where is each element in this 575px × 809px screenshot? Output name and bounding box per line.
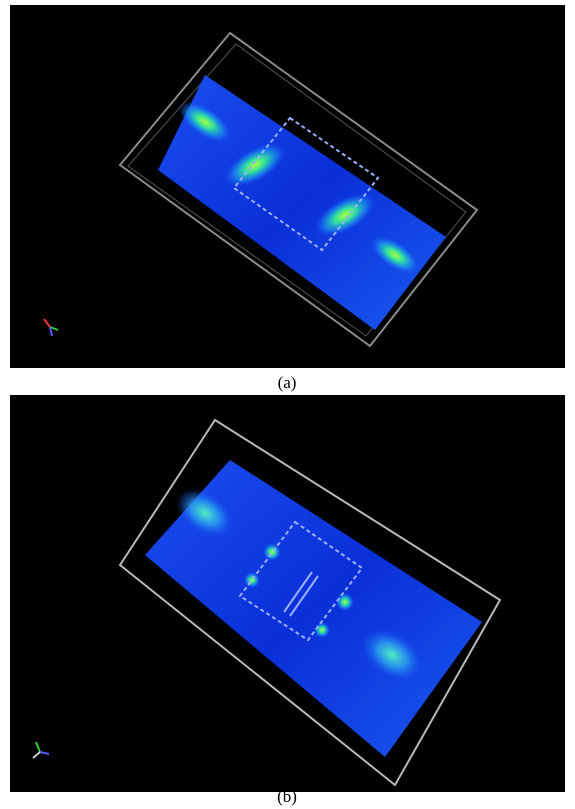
hotspot	[244, 572, 260, 588]
hotspot	[336, 593, 354, 611]
caption: (a)	[278, 373, 297, 392]
panel-a	[10, 5, 565, 368]
figure: (a) (b)	[0, 0, 575, 809]
hotspot	[314, 622, 330, 638]
caption: (b)	[277, 787, 297, 806]
panel-b	[10, 395, 565, 792]
